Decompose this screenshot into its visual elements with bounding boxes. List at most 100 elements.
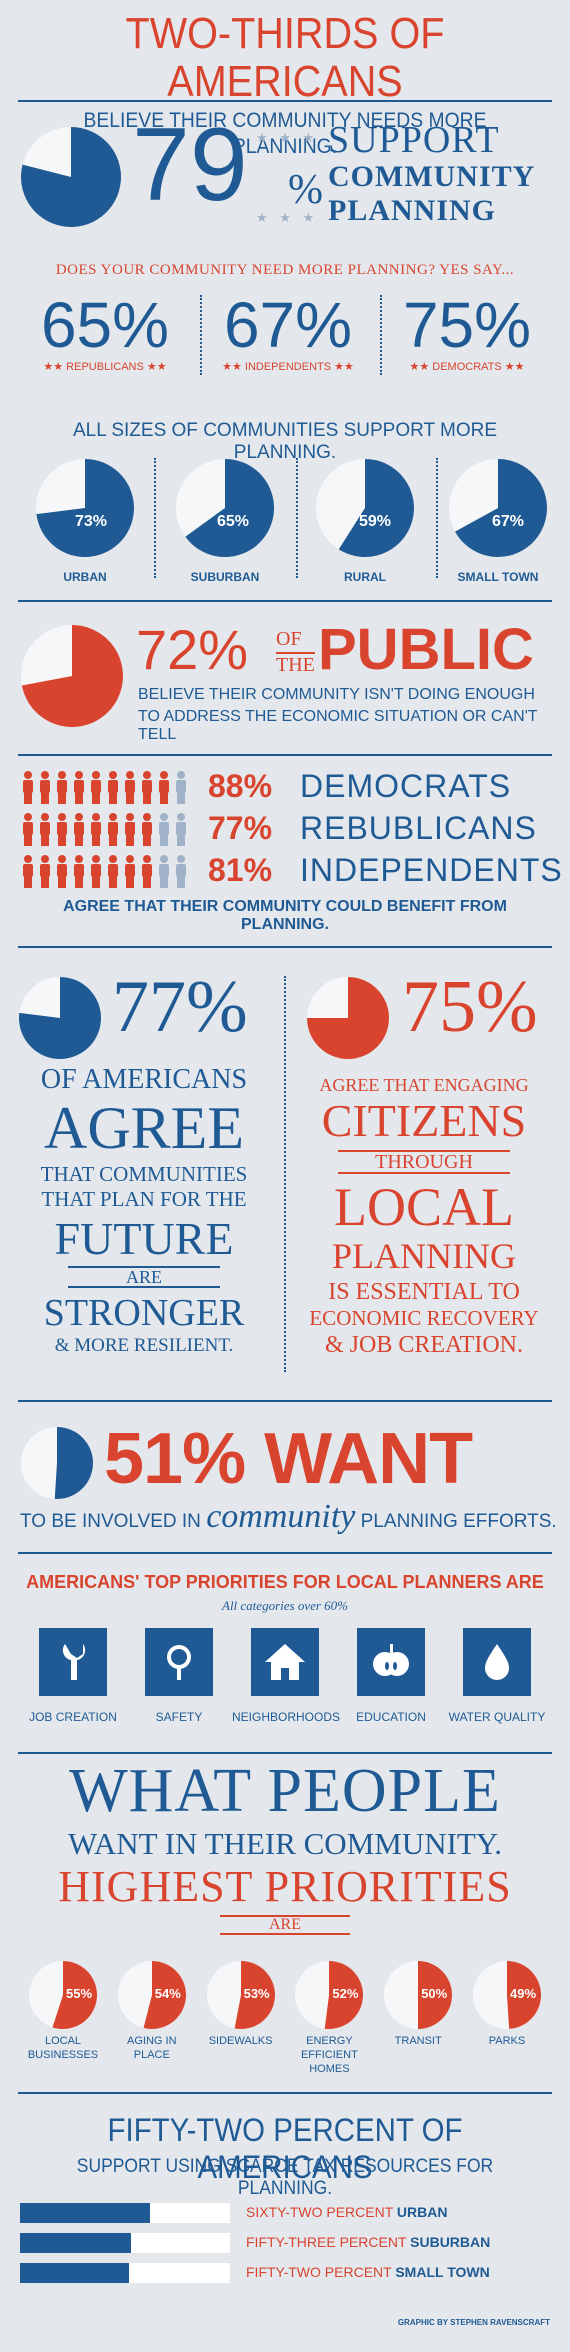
- person-icon: [57, 771, 67, 804]
- agree-pie: [18, 977, 101, 1059]
- wic-value: 50%: [421, 1986, 448, 2001]
- person-icon: [91, 771, 101, 804]
- divider: [18, 1752, 552, 1754]
- size-pie-slice: [455, 459, 547, 557]
- page-title: TWO-THIRDS OF AMERICANS: [125, 9, 445, 106]
- needs-label-text: DEMOCRATS: [432, 361, 502, 373]
- public-pie-slice: [21, 625, 123, 727]
- tax-bar-fill: [20, 2233, 132, 2253]
- priorities-heading: AMERICANS' TOP PRIORITIES FOR LOCAL PLAN…: [26, 1572, 544, 1592]
- divider: [380, 295, 382, 375]
- public-percent: 72%: [136, 618, 249, 681]
- tax-bar-prefix: SIXTY-TWO PERCENT: [246, 2204, 394, 2220]
- priority-item: NEIGHBORHOODS: [232, 1628, 341, 1738]
- wic-label: SIDEWALKS: [208, 2035, 273, 2047]
- person-icon: [23, 771, 33, 804]
- page-subtitle: BELIEVE THEIR COMMUNITY NEEDS MORE PLANN…: [83, 109, 487, 158]
- people-icon-row: [23, 855, 186, 888]
- agree-pie-slice: [18, 977, 101, 1059]
- wic-l1: WHAT PEOPLE: [69, 1757, 501, 1825]
- tax-bar-fill: [20, 2203, 151, 2223]
- person-icon: [142, 855, 152, 888]
- wic-item: 55% LOCAL BUSINESSES: [20, 1960, 106, 2080]
- tax-bar-row: FIFTY-TWO PERCENT SMALL TOWN: [20, 2260, 550, 2286]
- tax-bar-name: SMALL TOWN: [395, 2264, 490, 2280]
- size-label: RURAL: [344, 570, 386, 584]
- public-line2: TO ADDRESS THE ECONOMIC SITUATION OR CAN…: [138, 708, 538, 743]
- public-the: THE: [276, 652, 315, 676]
- size-pie: [449, 459, 547, 557]
- person-icon: [159, 771, 169, 804]
- needs-label: ★★ DEMOCRATS ★★: [382, 360, 552, 373]
- wrench-icon: [39, 1628, 107, 1696]
- priorities-sub: All categories over 60%: [222, 1598, 348, 1613]
- tax-bar-label: SIXTY-TWO PERCENT URBAN: [246, 2204, 447, 2220]
- needs-label-text: REPUBLICANS: [66, 361, 144, 373]
- person-icon: [176, 771, 186, 804]
- person-icon: [142, 813, 152, 846]
- size-value: 65%: [217, 513, 250, 530]
- needs-item-republicans: 65% ★★ REPUBLICANS ★★: [20, 290, 190, 373]
- agree-column: 77% OF AMERICANS AGREE THAT COMMUNITIES …: [18, 966, 270, 1388]
- tax-bar-prefix: FIFTY-TWO PERCENT: [246, 2264, 392, 2280]
- agree-l1: OF AMERICANS: [40, 1064, 248, 1095]
- person-icon: [142, 771, 152, 804]
- size-pie-slice: [36, 459, 134, 557]
- want-pie-slice: [54, 1427, 94, 1499]
- agree-l2: AGREE: [44, 1095, 244, 1161]
- want-in-community-heading: WHAT PEOPLE WANT IN THEIR COMMUNITY. HIG…: [20, 1760, 550, 1935]
- benefit-row: 81% INDEPENDENTS: [20, 852, 562, 892]
- wic-pie-slice: [52, 1961, 98, 2029]
- agree-l3: THAT COMMUNITIES: [40, 1162, 248, 1186]
- priority-label: NEIGHBORHOODS: [232, 1710, 341, 1724]
- wic-l4: ARE: [220, 1915, 350, 1935]
- needs-value: 65%: [40, 289, 170, 361]
- wic-pie: [117, 1961, 186, 2029]
- wic-pie-slice: [506, 1961, 541, 2029]
- engaging-l8: & JOB CREATION.: [324, 1332, 523, 1358]
- wic-pie: [384, 1961, 453, 2029]
- wic-value: 49%: [509, 1986, 537, 2001]
- size-value: 73%: [75, 513, 108, 530]
- needs-question: DOES YOUR COMMUNITY NEED MORE PLANNING? …: [55, 262, 515, 278]
- want-em: community: [206, 1498, 356, 1535]
- wic-row: 55% LOCAL BUSINESSES 54% AGING IN PLACE …: [20, 1960, 550, 2080]
- needs-label: ★★ REPUBLICANS ★★: [20, 360, 190, 373]
- tax-bar-prefix: FIFTY-THREE PERCENT: [246, 2234, 407, 2250]
- priority-label: JOB CREATION: [29, 1710, 117, 1724]
- priority-item: SAFETY: [126, 1628, 232, 1738]
- want-sentence: TO BE INVOLVED IN community PLANNING EFF…: [20, 1498, 557, 1536]
- priority-item: WATER QUALITY: [444, 1628, 550, 1738]
- person-icon: [125, 771, 135, 804]
- engaging-l3: THROUGH: [338, 1150, 510, 1174]
- wic-pie-slice: [325, 1961, 364, 2029]
- support-line1: SUPPORT: [328, 119, 500, 161]
- tax-bar-name: URBAN: [396, 2204, 448, 2220]
- engaging-l1: AGREE THAT ENGAGING: [319, 1075, 529, 1095]
- support-percent-sign: %: [288, 167, 323, 213]
- wic-label: AGING IN PLACE: [127, 2035, 177, 2061]
- want-headline: 51% WANT: [104, 1419, 473, 1499]
- tax-bar-label: FIFTY-THREE PERCENT SUBURBAN: [246, 2234, 490, 2250]
- size-value: 67%: [492, 513, 525, 530]
- benefit-label: REBUBLICANS: [300, 810, 537, 846]
- divider: [18, 600, 552, 602]
- wic-label: ENERGY EFFICIENT HOMES: [300, 2035, 358, 2075]
- engaging-l5: PLANNING: [332, 1236, 516, 1276]
- size-pie-slice: [185, 459, 274, 557]
- divider: [18, 1552, 552, 1554]
- water-drop-icon: [463, 1628, 531, 1696]
- want-section: 51% WANT TO BE INVOLVED IN community PLA…: [20, 1418, 557, 1538]
- wic-l3: HIGHEST PRIORITIES: [58, 1862, 512, 1911]
- wic-value: 54%: [154, 1986, 181, 2001]
- divider: [18, 1400, 552, 1402]
- want-post: PLANNING EFFORTS.: [360, 1511, 557, 1532]
- size-label: SUBURBAN: [190, 570, 260, 584]
- wic-item: 53% SIDEWALKS: [198, 1960, 284, 2080]
- wic-item: 52% ENERGY EFFICIENT HOMES: [286, 1960, 372, 2080]
- divider: [200, 295, 202, 375]
- wic-label: PARKS: [488, 2035, 526, 2047]
- agree-l7: STRONGER: [43, 1292, 245, 1334]
- header: TWO-THIRDS OF AMERICANS BELIEVE THEIR CO…: [20, 10, 550, 160]
- person-icon: [40, 855, 50, 888]
